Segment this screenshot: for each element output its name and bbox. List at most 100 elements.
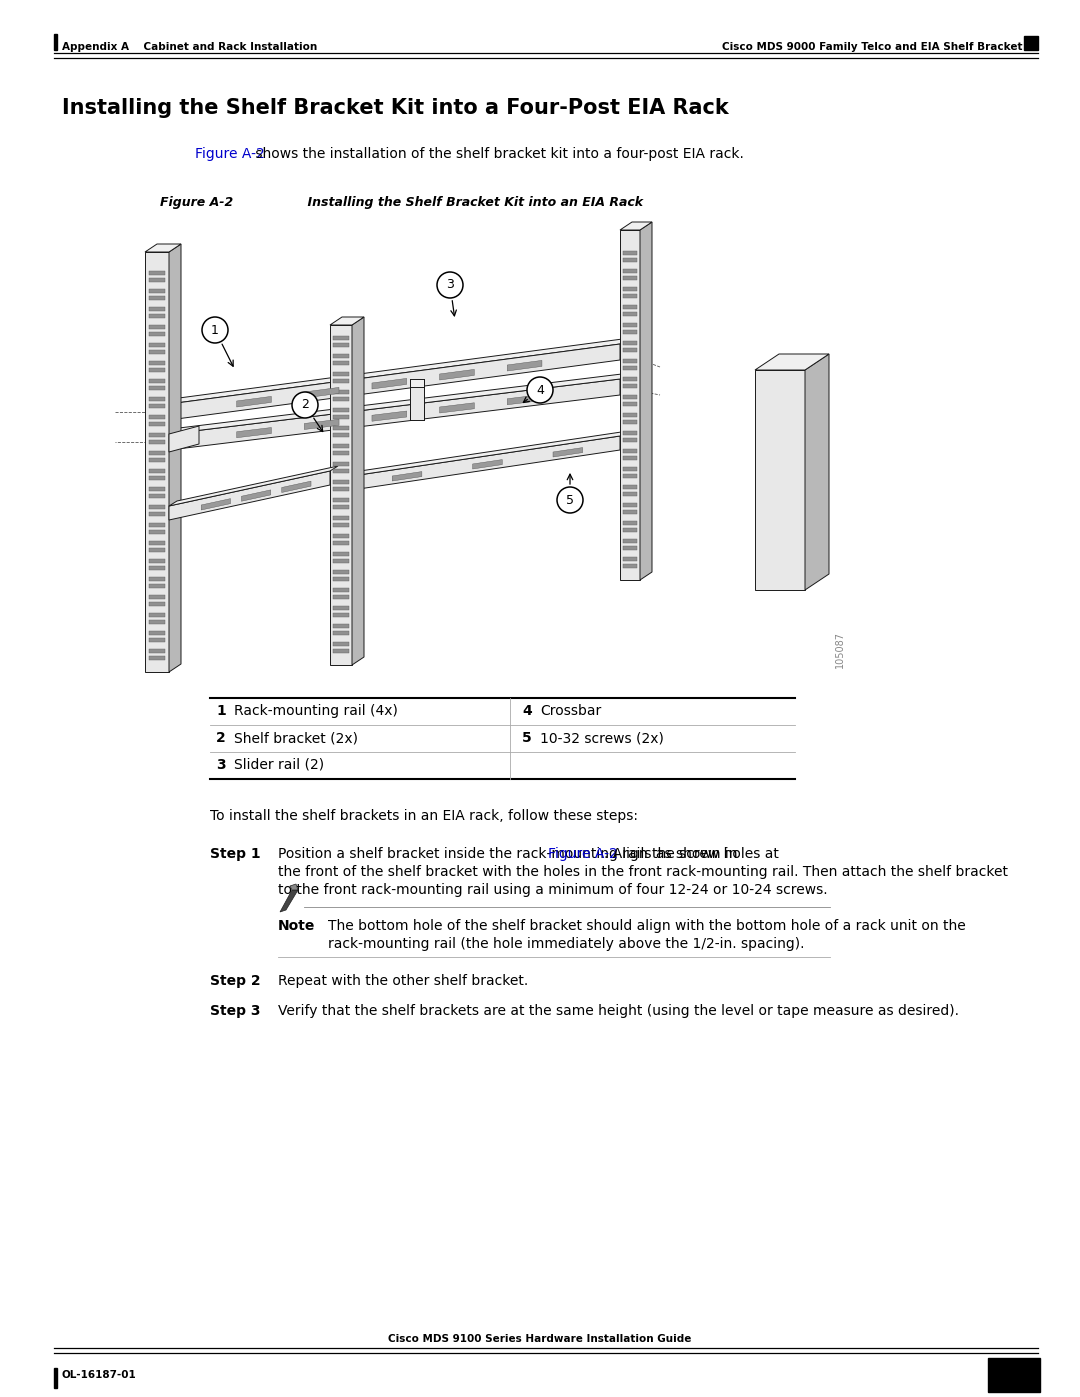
Bar	[333, 631, 349, 636]
Polygon shape	[305, 387, 339, 398]
Polygon shape	[620, 222, 652, 231]
Bar	[623, 546, 637, 550]
Bar	[149, 584, 165, 588]
Bar	[333, 433, 349, 437]
Bar	[54, 34, 57, 50]
Polygon shape	[168, 379, 620, 450]
Bar	[623, 557, 637, 562]
Bar	[149, 314, 165, 319]
Bar	[623, 528, 637, 532]
Polygon shape	[440, 402, 474, 414]
Bar	[333, 481, 349, 483]
Bar	[623, 485, 637, 489]
Text: Crossbar: Crossbar	[540, 704, 602, 718]
Bar	[333, 650, 349, 652]
Bar	[149, 351, 165, 353]
Polygon shape	[440, 369, 474, 380]
Polygon shape	[553, 447, 583, 457]
Bar	[623, 510, 637, 514]
Bar	[149, 488, 165, 490]
Polygon shape	[168, 426, 199, 453]
Text: Installing the Shelf Bracket Kit into a Four-Post EIA Rack: Installing the Shelf Bracket Kit into a …	[62, 98, 729, 117]
Bar	[149, 271, 165, 275]
Bar	[623, 270, 637, 272]
Bar	[149, 566, 165, 570]
Bar	[149, 657, 165, 659]
Bar	[333, 372, 349, 376]
Bar	[333, 588, 349, 592]
Bar	[623, 474, 637, 478]
Bar	[333, 360, 349, 365]
Bar	[333, 344, 349, 346]
Polygon shape	[508, 360, 542, 372]
Text: 3: 3	[216, 759, 226, 773]
Bar	[149, 577, 165, 581]
Polygon shape	[168, 344, 620, 420]
Text: Shelf bracket (2x): Shelf bracket (2x)	[234, 731, 357, 745]
Bar	[623, 312, 637, 316]
Bar	[623, 455, 637, 460]
Text: Step 3: Step 3	[210, 1004, 260, 1018]
Bar	[149, 379, 165, 383]
Bar	[149, 332, 165, 337]
Bar	[149, 451, 165, 455]
Bar	[623, 359, 637, 363]
Polygon shape	[168, 471, 330, 520]
Bar	[149, 344, 165, 346]
Bar	[988, 1358, 1040, 1391]
Polygon shape	[168, 244, 181, 672]
Bar	[623, 323, 637, 327]
Text: Step 2: Step 2	[210, 974, 260, 988]
Polygon shape	[473, 460, 502, 469]
Bar	[333, 522, 349, 527]
Bar	[623, 330, 637, 334]
Bar	[623, 286, 637, 291]
Bar	[623, 521, 637, 525]
Bar	[149, 620, 165, 624]
Polygon shape	[352, 436, 620, 490]
Polygon shape	[168, 467, 338, 506]
Polygon shape	[305, 419, 339, 429]
Circle shape	[202, 317, 228, 344]
Bar	[149, 367, 165, 372]
Bar	[623, 395, 637, 400]
Text: Note: Note	[278, 919, 315, 933]
Bar	[333, 379, 349, 383]
Bar	[149, 495, 165, 497]
Polygon shape	[237, 427, 271, 437]
Polygon shape	[392, 472, 422, 481]
Bar	[623, 258, 637, 263]
Text: Figure A-2: Figure A-2	[195, 147, 265, 161]
Circle shape	[557, 488, 583, 513]
Text: Appendix A    Cabinet and Rack Installation: Appendix A Cabinet and Rack Installation	[62, 42, 318, 52]
Bar	[623, 564, 637, 569]
Bar	[149, 469, 165, 474]
Bar	[149, 397, 165, 401]
Bar	[333, 462, 349, 467]
Bar	[333, 497, 349, 502]
Text: Rack-mounting rail (4x): Rack-mounting rail (4x)	[234, 704, 397, 718]
Bar	[149, 386, 165, 390]
Polygon shape	[145, 244, 181, 251]
Bar	[333, 570, 349, 574]
Polygon shape	[330, 317, 364, 326]
Text: 10-32 screws (2x): 10-32 screws (2x)	[540, 731, 664, 745]
Text: to the front rack-mounting rail using a minimum of four 12-24 or 10-24 screws.: to the front rack-mounting rail using a …	[278, 883, 827, 897]
Polygon shape	[410, 379, 424, 412]
Text: shows the installation of the shelf bracket kit into a four-post EIA rack.: shows the installation of the shelf brac…	[251, 147, 744, 161]
Bar	[54, 1368, 57, 1389]
Text: Step 1: Step 1	[210, 847, 260, 861]
Bar	[149, 511, 165, 515]
Text: Figure A-2: Figure A-2	[548, 847, 618, 861]
Bar	[333, 559, 349, 563]
Bar	[149, 476, 165, 481]
Bar	[623, 384, 637, 388]
Bar	[149, 278, 165, 282]
Bar	[333, 504, 349, 509]
Text: 4: 4	[536, 384, 544, 397]
Bar	[333, 541, 349, 545]
Polygon shape	[280, 890, 298, 912]
Polygon shape	[282, 481, 311, 493]
Bar	[333, 606, 349, 610]
Circle shape	[527, 377, 553, 402]
